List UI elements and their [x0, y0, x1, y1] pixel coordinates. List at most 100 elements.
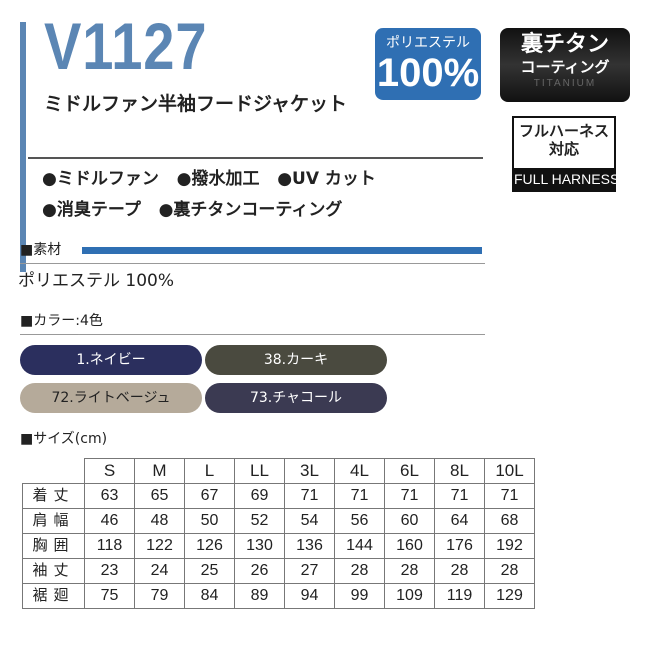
row-label: 胸囲 — [22, 533, 85, 559]
size-value: 52 — [234, 508, 285, 534]
size-value: 28 — [384, 558, 435, 584]
size-value: 63 — [84, 483, 135, 509]
size-value: 71 — [384, 483, 435, 509]
size-value: 71 — [434, 483, 485, 509]
sizes-heading: ■サイズ(cm) — [20, 431, 108, 447]
material-heading: ■素材 — [20, 242, 62, 258]
divider — [28, 157, 483, 159]
size-value: 192 — [484, 533, 535, 559]
size-value: 25 — [184, 558, 235, 584]
size-value: 122 — [134, 533, 185, 559]
size-value: 54 — [284, 508, 335, 534]
size-value: 50 — [184, 508, 235, 534]
colors-heading: ■カラー:4色 — [20, 313, 103, 329]
row-label: 着丈 — [22, 483, 85, 509]
size-value: 64 — [434, 508, 485, 534]
feature: ●裏チタンコーティング — [158, 200, 343, 220]
harness-label: FULL HARNESS — [514, 168, 619, 190]
size-value: 28 — [334, 558, 385, 584]
material-accent-line — [82, 247, 482, 254]
color-swatch-charcoal: 73.チャコール — [205, 383, 387, 413]
model-number: V1127 — [44, 9, 208, 83]
features-row-1: ●ミドルファン ●撥水加工 ●UV カット — [42, 168, 376, 190]
size-header-row: S M L LL 3L 4L 6L 8L 10L — [22, 458, 535, 484]
product-title: ミドルファン半袖フードジャケット — [44, 93, 348, 115]
size-value: 71 — [334, 483, 385, 509]
size-value: 56 — [334, 508, 385, 534]
feature: ●消臭テープ — [42, 200, 141, 220]
polyester-badge-value: 100% — [376, 51, 480, 95]
titanium-badge: 裏チタン コーティング TITANIUM — [500, 28, 630, 102]
feature: ●ミドルファン — [42, 169, 159, 189]
size-value: 118 — [84, 533, 135, 559]
table-row: 裾廻 75 79 84 89 94 99 109 119 129 — [22, 583, 535, 609]
size-value: 24 — [134, 558, 185, 584]
size-value: 69 — [234, 483, 285, 509]
size-value: 176 — [434, 533, 485, 559]
polyester-badge-label: ポリエステル — [386, 35, 470, 51]
row-label: 裾廻 — [22, 583, 85, 609]
size-value: 126 — [184, 533, 235, 559]
size-column-header: 4L — [334, 458, 385, 484]
feature: ●撥水加工 — [176, 169, 260, 189]
size-column-header: S — [84, 458, 135, 484]
size-value: 65 — [134, 483, 185, 509]
titanium-watermark: TITANIUM — [533, 78, 597, 89]
size-value: 60 — [384, 508, 435, 534]
size-value: 109 — [384, 583, 435, 609]
size-value: 129 — [484, 583, 535, 609]
features-row-2: ●消臭テープ ●裏チタンコーティング — [42, 199, 342, 221]
size-value: 28 — [434, 558, 485, 584]
size-column-header: M — [134, 458, 185, 484]
size-value: 79 — [134, 583, 185, 609]
size-value: 26 — [234, 558, 285, 584]
harness-line1: フルハーネス — [518, 122, 609, 140]
size-value: 71 — [484, 483, 535, 509]
titanium-badge-title: 裏チタン — [520, 32, 609, 57]
divider — [20, 263, 485, 264]
table-row: 袖丈 23 24 25 26 27 28 28 28 28 — [22, 558, 535, 584]
size-value: 28 — [484, 558, 535, 584]
size-value: 89 — [234, 583, 285, 609]
size-column-header: L — [184, 458, 235, 484]
divider — [20, 334, 485, 335]
feature: ●UV カット — [277, 169, 376, 189]
row-label: 肩幅 — [22, 508, 85, 534]
size-column-header: 10L — [484, 458, 535, 484]
table-row: 肩幅 46 48 50 52 54 56 60 64 68 — [22, 508, 535, 534]
material-value: ポリエステル 100% — [18, 271, 175, 291]
size-value: 23 — [84, 558, 135, 584]
size-column-header: 8L — [434, 458, 485, 484]
size-value: 48 — [134, 508, 185, 534]
color-swatch-light-beige: 72.ライトベージュ — [20, 383, 202, 413]
size-value: 94 — [284, 583, 335, 609]
size-value: 68 — [484, 508, 535, 534]
color-swatch-navy: 1.ネイビー — [20, 345, 202, 375]
color-swatch-khaki: 38.カーキ — [205, 345, 387, 375]
size-table: S M L LL 3L 4L 6L 8L 10L 着丈 63 65 67 69 71 71 71 71 71 肩幅 4… — [22, 458, 535, 609]
size-value: 99 — [334, 583, 385, 609]
corner-cell — [22, 458, 85, 484]
titanium-badge-sub: コーティング — [520, 58, 610, 76]
row-label: 袖丈 — [22, 558, 85, 584]
polyester-badge: ポリエステル 100% — [375, 28, 481, 100]
size-value: 67 — [184, 483, 235, 509]
size-value: 144 — [334, 533, 385, 559]
size-column-header: LL — [234, 458, 285, 484]
size-value: 130 — [234, 533, 285, 559]
size-value: 136 — [284, 533, 335, 559]
size-column-header: 3L — [284, 458, 335, 484]
harness-line2: 対応 — [548, 140, 579, 158]
table-row: 胸囲 118 122 126 130 136 144 160 176 192 — [22, 533, 535, 559]
table-row: 着丈 63 65 67 69 71 71 71 71 71 — [22, 483, 535, 509]
accent-bar — [20, 22, 26, 272]
full-harness-badge: フルハーネス 対応 FULL HARNESS — [512, 116, 619, 192]
size-value: 71 — [284, 483, 335, 509]
size-column-header: 6L — [384, 458, 435, 484]
size-value: 46 — [84, 508, 135, 534]
size-value: 84 — [184, 583, 235, 609]
size-value: 119 — [434, 583, 485, 609]
size-value: 27 — [284, 558, 335, 584]
size-value: 75 — [84, 583, 135, 609]
size-value: 160 — [384, 533, 435, 559]
